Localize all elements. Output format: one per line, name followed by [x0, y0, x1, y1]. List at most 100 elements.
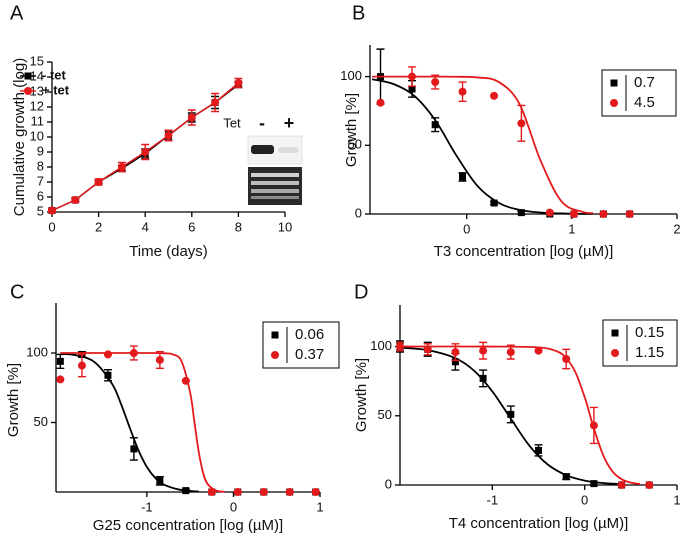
data-point — [94, 178, 103, 186]
y-tick-label: 100 — [370, 338, 392, 353]
data-point — [56, 357, 64, 365]
data-point — [285, 488, 294, 496]
y-tick-label: 7 — [37, 173, 44, 188]
data-point — [535, 446, 542, 454]
fit-curve — [399, 345, 641, 485]
data-point — [211, 98, 220, 107]
gel-band — [251, 181, 299, 185]
data-point — [431, 121, 439, 129]
data-point — [451, 348, 460, 357]
legend-label: 1.15 — [635, 344, 664, 361]
legend-label: - tet — [42, 67, 67, 82]
legend-marker — [611, 329, 619, 337]
data-point — [451, 358, 459, 366]
x-tick-label: 0 — [48, 219, 55, 234]
legend-label: 0.37 — [295, 346, 324, 363]
legend-label: + tet — [42, 82, 70, 97]
legend-label: 0.15 — [635, 324, 664, 341]
fit-curve — [399, 346, 622, 486]
data-point — [507, 410, 515, 418]
data-point — [479, 374, 487, 382]
data-point — [423, 345, 432, 354]
fit-curve — [371, 78, 593, 215]
data-point — [562, 355, 571, 363]
x-tick-label: 1 — [673, 492, 680, 507]
data-point — [130, 445, 138, 453]
y-tick-label: 100 — [340, 68, 362, 83]
data-point — [164, 131, 173, 140]
panel-label: A — [10, 2, 24, 24]
y-tick-label: 8 — [37, 158, 44, 173]
data-point — [569, 210, 578, 218]
data-point — [490, 199, 498, 207]
annotation: - — [259, 113, 265, 133]
blot-band — [251, 145, 274, 154]
data-point — [408, 72, 417, 81]
legend-marker — [271, 351, 279, 359]
data-point — [77, 361, 86, 370]
legend-marker — [24, 72, 32, 80]
data-point — [156, 477, 164, 485]
data-point — [599, 210, 608, 218]
legend-marker — [610, 99, 618, 107]
y-tick-label: 12 — [30, 98, 44, 113]
data-point — [562, 473, 570, 481]
x-tick-label: 0 — [230, 499, 237, 514]
western-blot-inset — [247, 135, 303, 205]
panel-label: B — [352, 2, 365, 24]
annotation: Tet — [223, 115, 241, 130]
legend-marker — [24, 87, 32, 95]
y-axis-label: Cumulative growth (log) — [11, 58, 28, 216]
data-point — [645, 481, 654, 489]
y-tick-label: 11 — [31, 113, 45, 128]
y-axis-label: Growth [%] — [5, 363, 22, 437]
data-point — [517, 119, 526, 128]
data-point — [103, 350, 112, 359]
data-point — [376, 98, 385, 107]
x-tick-label: -1 — [487, 492, 499, 507]
legend-marker — [271, 331, 279, 339]
data-point — [48, 206, 56, 215]
y-tick-label: 50 — [34, 414, 48, 429]
data-point — [458, 87, 467, 96]
data-point — [479, 346, 488, 355]
data-point — [625, 210, 634, 218]
y-axis-label: Growth [%] — [343, 93, 360, 167]
data-point — [408, 85, 416, 93]
data-point — [56, 375, 65, 384]
y-tick-label: 14 — [30, 68, 44, 83]
data-point — [490, 91, 499, 100]
data-point — [233, 488, 242, 496]
data-point — [71, 196, 80, 204]
data-point — [155, 355, 164, 364]
data-point — [117, 163, 126, 171]
data-point — [259, 488, 268, 496]
legend-box — [601, 69, 677, 117]
x-tick-label: 4 — [142, 219, 149, 234]
x-tick-label: 2 — [95, 219, 102, 234]
y-tick-label: 100 — [26, 344, 48, 359]
x-tick-label: 10 — [278, 219, 292, 234]
x-axis-label: T3 concentration [log (µM)] — [434, 243, 614, 260]
legend-box — [262, 321, 340, 369]
y-tick-label: 0 — [355, 205, 362, 220]
data-point — [207, 488, 216, 496]
x-tick-label: -1 — [141, 499, 153, 514]
gel-panel — [248, 167, 302, 205]
y-tick-label: 5 — [37, 203, 44, 218]
y-tick-label: 50 — [378, 407, 392, 422]
data-point — [517, 209, 525, 217]
data-point — [506, 348, 515, 357]
data-point — [181, 376, 190, 385]
x-tick-label: 0 — [463, 221, 470, 236]
gel-band — [251, 196, 299, 199]
data-point — [311, 488, 320, 496]
legend-marker — [611, 349, 619, 357]
gel-band — [251, 173, 299, 177]
x-tick-label: 1 — [568, 221, 575, 236]
data-point — [545, 208, 554, 217]
x-tick-label: 8 — [235, 219, 242, 234]
data-point — [187, 113, 196, 122]
legend-label: 4.5 — [634, 94, 655, 111]
data-point — [459, 173, 467, 181]
